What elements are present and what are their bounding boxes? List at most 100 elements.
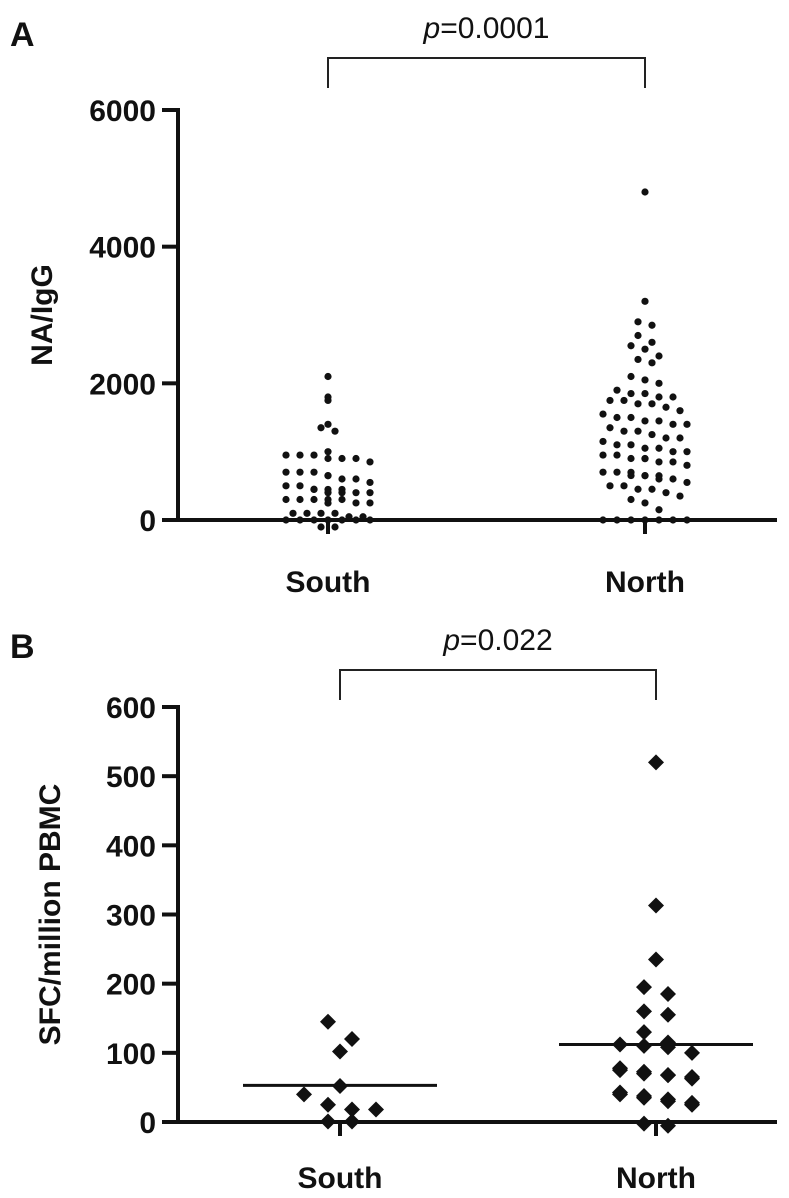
panel-b-y-tick-label: 600	[106, 692, 156, 725]
panel-a-data-point-north	[641, 444, 649, 452]
panel-b-data-point-north	[660, 986, 676, 1003]
panel-b-data-point-south	[344, 1113, 360, 1130]
panel-b-y-tick-label: 400	[106, 830, 156, 863]
panel-a-data-point-north	[613, 413, 621, 422]
panel-b-data-point-north	[612, 1062, 628, 1079]
panel-a-data-point-north	[627, 441, 635, 449]
panel-b-data-point-south	[332, 1043, 348, 1060]
panel-a-data-point-north	[641, 454, 649, 463]
panel-a-data-point-north	[634, 355, 642, 364]
panel-a-data-point-north	[641, 376, 649, 384]
panel-a-data-point-south	[331, 509, 339, 517]
panel-b-y-axis-title: SFC/million PBMC	[34, 784, 67, 1046]
panel-a-data-point-south	[282, 468, 290, 476]
panel-a-data-point-south	[310, 451, 318, 459]
panel-a-data-point-north	[620, 396, 628, 405]
panel-b-data-point-north	[636, 1089, 652, 1106]
panel-b-data-point-north	[648, 754, 664, 771]
panel-a-data-point-south	[324, 489, 332, 497]
panel-a-data-point-north	[627, 413, 635, 422]
panel-a-chart: A 0 2000 4000 6000 South North NA/IgG p=0.0001	[10, 12, 777, 599]
panel-a-data-point-south	[352, 475, 360, 483]
panel-a-p-value-label: p=0.0001	[423, 12, 550, 45]
panel-b-data-point-north	[636, 1024, 652, 1041]
panel-a-data-point-north	[606, 482, 614, 490]
panel-a-data-point-south	[324, 372, 332, 381]
panel-a-category-label: South	[286, 566, 371, 599]
panel-a-data-point-north	[627, 516, 635, 524]
panel-a-data-point-south	[296, 451, 304, 459]
panel-a-data-point-north	[669, 448, 677, 456]
panel-a-data-point-north	[627, 495, 635, 504]
panel-a-data-point-north	[599, 437, 607, 446]
panel-a-data-point-south	[310, 495, 318, 504]
panel-b-data-point-north	[660, 1117, 676, 1134]
panel-a-category-label: North	[605, 566, 685, 599]
panel-b-p-number: =0.022	[460, 624, 553, 657]
panel-a-data-point-south	[324, 448, 332, 456]
panel-a-data-point-north	[599, 516, 607, 524]
panel-a-data-point-north	[648, 400, 656, 408]
panel-a-data-point-south	[317, 424, 325, 432]
panel-a-data-point-north	[676, 407, 684, 415]
panel-a-data-point-north	[655, 458, 663, 466]
panel-a-data-point-south	[310, 485, 318, 493]
panel-b-y-tick-label: 300	[106, 900, 156, 933]
panel-a-y-axis-title: NA/IgG	[26, 264, 59, 366]
panel-a-y-tick-label: 4000	[89, 232, 156, 265]
panel-b-y-tick-label: 500	[106, 761, 156, 794]
panel-a-data-point-north	[641, 297, 649, 305]
panel-a-data-point-north	[606, 396, 614, 405]
panel-b-y-tick-label: 0	[139, 1107, 156, 1140]
panel-a-data-point-north	[669, 420, 677, 428]
panel-a-data-point-north	[613, 441, 621, 449]
panel-a-data-point-north	[599, 451, 607, 459]
panel-b-data-point-north	[660, 1066, 676, 1083]
panel-a-letter: A	[10, 16, 35, 54]
panel-a-data-point-north	[634, 331, 642, 340]
panel-a-data-point-north	[662, 403, 670, 411]
panel-b-data-point-north	[660, 1006, 676, 1023]
panel-a-data-point-north	[683, 478, 691, 487]
panel-b-data-point-north	[648, 897, 664, 914]
panel-a-data-point-north	[641, 389, 649, 398]
panel-a-data-point-north	[606, 424, 614, 432]
panel-a-data-point-north	[655, 475, 663, 483]
panel-b-data-point-north	[684, 1069, 700, 1086]
panel-a-data-point-north	[620, 482, 628, 490]
panel-b-data-point-north	[636, 1003, 652, 1020]
panel-a-data-point-north	[641, 471, 649, 480]
panel-a-data-point-south	[282, 482, 290, 490]
panel-a-p-number: =0.0001	[440, 12, 549, 45]
panel-a-data-point-north	[641, 188, 649, 196]
panel-a-data-point-south	[317, 509, 325, 517]
panel-a-data-point-north	[648, 321, 656, 329]
panel-a-data-point-north	[655, 352, 663, 360]
panel-a-data-point-north	[627, 471, 635, 480]
panel-b-y-tick-label: 200	[106, 969, 156, 1002]
panel-b-p-symbol: p	[442, 624, 460, 657]
panel-a-data-point-south	[338, 475, 346, 483]
panel-a-p-symbol: p	[423, 12, 441, 45]
panel-a-significance-bracket	[327, 57, 646, 88]
panel-a-data-point-south	[303, 509, 311, 517]
panel-a-y-tick-label: 6000	[89, 95, 156, 128]
panel-a-data-point-north	[641, 516, 649, 524]
panel-a-data-point-north	[655, 393, 663, 401]
panel-a-data-point-south	[310, 468, 318, 476]
panel-a-data-point-north	[599, 410, 607, 418]
panel-a-data-point-north	[662, 489, 670, 497]
panel-b-data-point-south	[368, 1101, 384, 1118]
panel-a-data-point-south	[310, 516, 318, 524]
panel-a-data-point-south	[366, 458, 374, 466]
panel-a-data-point-north	[655, 506, 663, 514]
panel-b-significance-bracket	[339, 669, 657, 700]
panel-b-chart: B 0 100 200 300 400 500 600 South North SFC/millio…	[10, 624, 777, 1195]
panel-a-data-point-north	[669, 393, 677, 401]
panel-b-data-point-south	[344, 1031, 360, 1047]
panel-a-data-point-south	[366, 499, 374, 507]
panel-a-data-point-south	[331, 427, 339, 435]
panel-a-data-point-south	[296, 495, 304, 504]
panel-a-data-point-north	[620, 427, 628, 435]
